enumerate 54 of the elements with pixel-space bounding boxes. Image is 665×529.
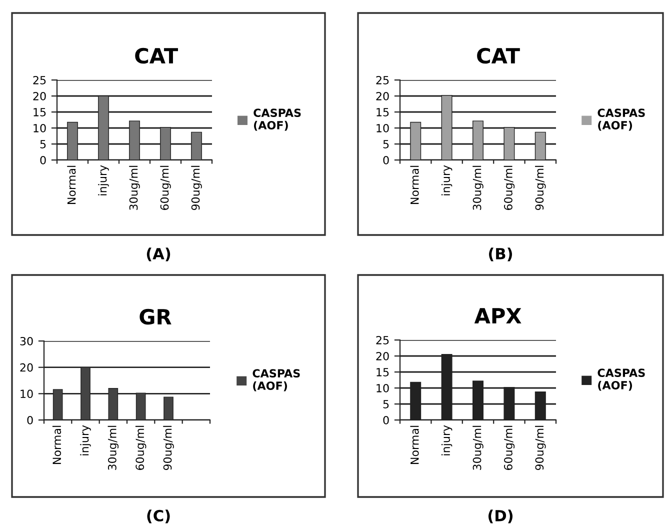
y-tick-label: 0 (27, 416, 33, 424)
y-tick-label: 25 (376, 76, 389, 84)
x-tick-label: injury (80, 425, 91, 456)
y-tick-label: 0 (383, 416, 389, 424)
legend-label: CASPAS (AOF) (598, 368, 645, 391)
y-tick-label: 20 (376, 92, 389, 100)
text: (A) (146, 248, 170, 262)
x-tick-label: 60ug/ml (160, 166, 171, 210)
chart-title: CAT (135, 48, 178, 64)
legend-label: CASPAS (AOF) (254, 108, 301, 131)
x-tick-label: Normal (410, 426, 419, 464)
y-tick-label: 5 (383, 140, 389, 148)
x-tick-label: 30ug/ml (108, 426, 119, 470)
y-tick-label: 5 (40, 140, 46, 148)
x-tick-label: 90ug/ml (191, 166, 202, 210)
x-tick-label: 30ug/ml (472, 426, 484, 470)
legend-label: CASPAS (AOF) (252, 369, 300, 392)
y-tick-label: 5 (383, 400, 389, 408)
chart-title: CAT (477, 48, 520, 64)
x-tick-label: 30ug/ml (472, 166, 484, 210)
x-tick-label: 90ug/ml (163, 426, 174, 470)
x-tick-label: injury (441, 165, 452, 196)
y-tick-label: 10 (376, 384, 389, 392)
y-tick-label: 20 (33, 92, 46, 100)
y-tick-label: 10 (376, 124, 389, 132)
y-tick-label: 25 (33, 76, 46, 84)
y-tick-label: 15 (34, 108, 46, 116)
chart-title: GR (140, 308, 172, 325)
x-tick-label: injury (441, 425, 452, 456)
text: (C) (147, 510, 170, 524)
x-tick-label: Normal (52, 426, 62, 464)
x-tick-label: 90ug/ml (535, 426, 546, 470)
y-tick-label: 20 (376, 352, 389, 360)
y-tick-label: 30 (20, 336, 33, 346)
x-tick-label: injury (98, 165, 109, 196)
y-tick-label: 15 (376, 368, 389, 376)
y-tick-label: 0 (383, 156, 389, 164)
x-tick-label: 60ug/ml (504, 426, 515, 470)
x-tick-label: 60ug/ml (135, 426, 146, 470)
y-tick-label: 25 (376, 336, 389, 344)
y-tick-label: 10 (34, 124, 46, 132)
legend-label: CASPAS (AOF) (598, 108, 645, 131)
x-tick-label: 90ug/ml (535, 166, 546, 210)
x-tick-label: 60ug/ml (504, 166, 515, 210)
chart-title: APX (474, 308, 522, 324)
x-tick-label: 30ug/ml (129, 166, 140, 210)
x-tick-label: Normal (67, 166, 76, 204)
x-tick-label: Normal (410, 166, 419, 204)
y-tick-label: 10 (20, 390, 33, 398)
y-tick-label: 20 (20, 363, 33, 372)
text: (B) (489, 248, 512, 262)
y-tick-label: 0 (40, 156, 46, 164)
y-tick-label: 15 (376, 108, 389, 116)
text: (D) (488, 510, 513, 524)
